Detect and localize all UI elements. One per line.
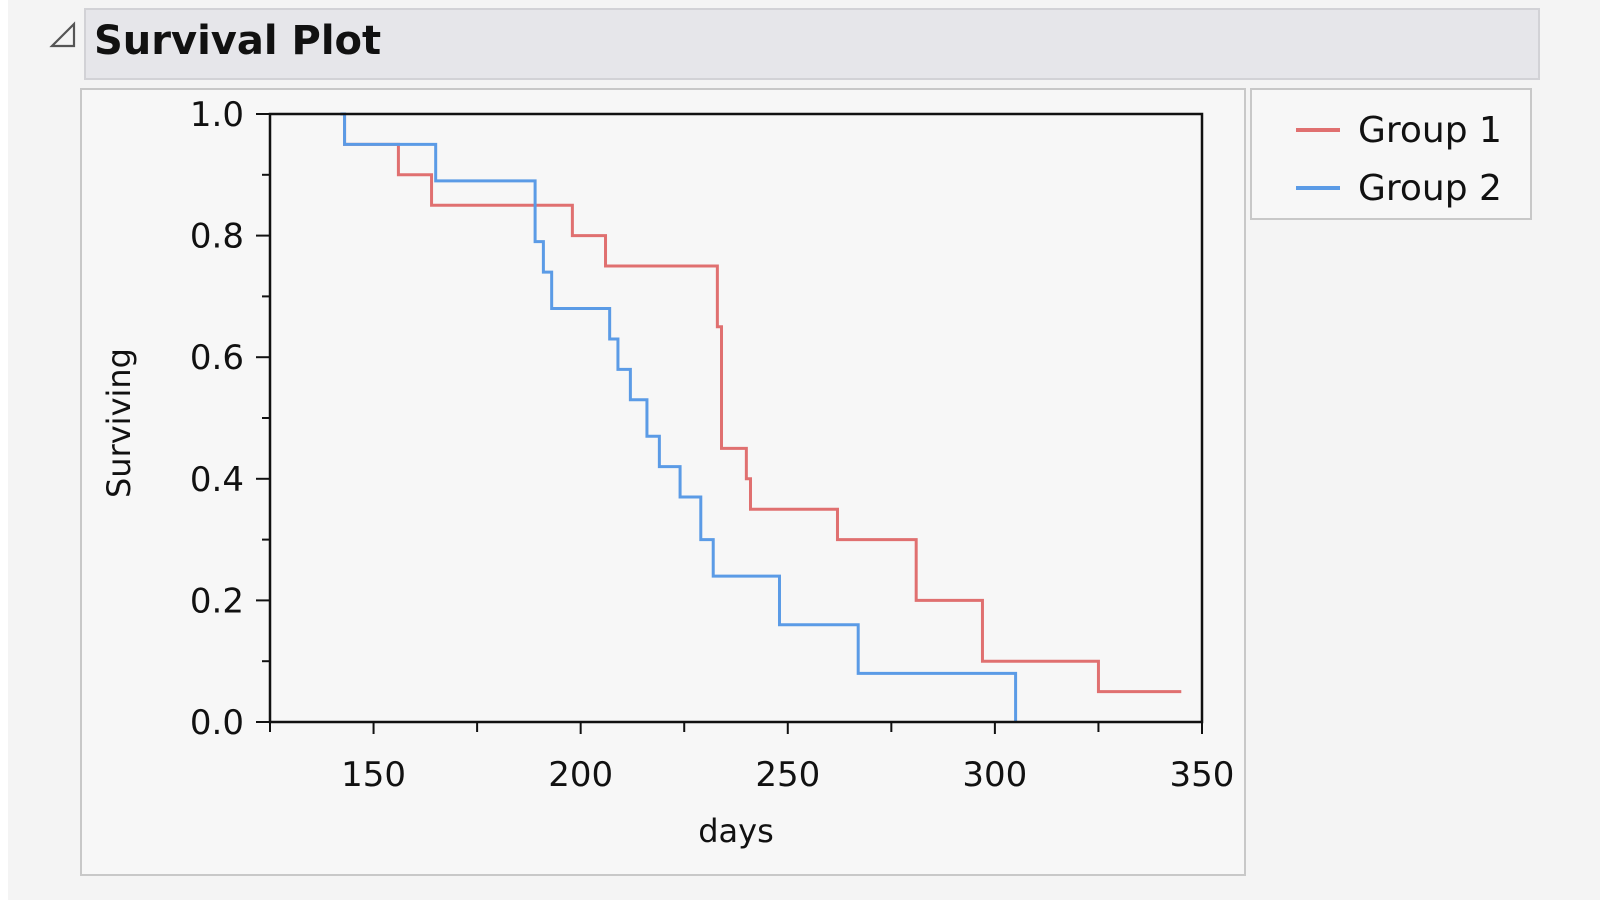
legend-item-group-2[interactable]: Group 2 (1296, 166, 1502, 210)
x-tick-label: 300 (962, 755, 1027, 795)
y-axis-title: Surviving (100, 348, 138, 498)
legend: Group 1 Group 2 (1250, 88, 1532, 220)
x-axis-title: days (698, 812, 774, 850)
y-tick-label: 0.8 (190, 217, 244, 257)
x-tick-label: 350 (1170, 755, 1235, 795)
series-line-group-2 (340, 112, 1018, 722)
x-tick-label: 250 (755, 755, 820, 795)
x-tick-label: 200 (548, 755, 613, 795)
x-tick-label: 150 (341, 755, 406, 795)
legend-swatch-group-2 (1296, 186, 1340, 190)
y-tick-label: 0.2 (190, 581, 244, 621)
y-tick-label: 0.4 (190, 460, 244, 500)
plot-area (270, 114, 1202, 722)
legend-item-group-1[interactable]: Group 1 (1296, 108, 1502, 152)
y-tick-label: 0.6 (190, 338, 244, 378)
y-tick-label: 0.0 (190, 703, 244, 743)
legend-label-group-2: Group 2 (1358, 167, 1502, 209)
survival-chart: 150 200 250 300 350 0.0 0.2 0.4 0.6 0.8 1.0 days Sur… (100, 95, 1235, 850)
legend-label-group-1: Group 1 (1358, 109, 1502, 151)
plot-frame: 150 200 250 300 350 0.0 0.2 0.4 0.6 0.8 1.0 days Sur… (80, 88, 1246, 876)
series-line-group-1 (340, 112, 1182, 694)
y-tick-label: 1.0 (190, 95, 244, 135)
outline-header[interactable]: Survival Plot (84, 8, 1540, 80)
left-margin (0, 0, 8, 900)
page-title: Survival Plot (94, 18, 382, 64)
legend-swatch-group-1 (1296, 128, 1340, 132)
disclosure-triangle-icon[interactable] (48, 20, 78, 50)
